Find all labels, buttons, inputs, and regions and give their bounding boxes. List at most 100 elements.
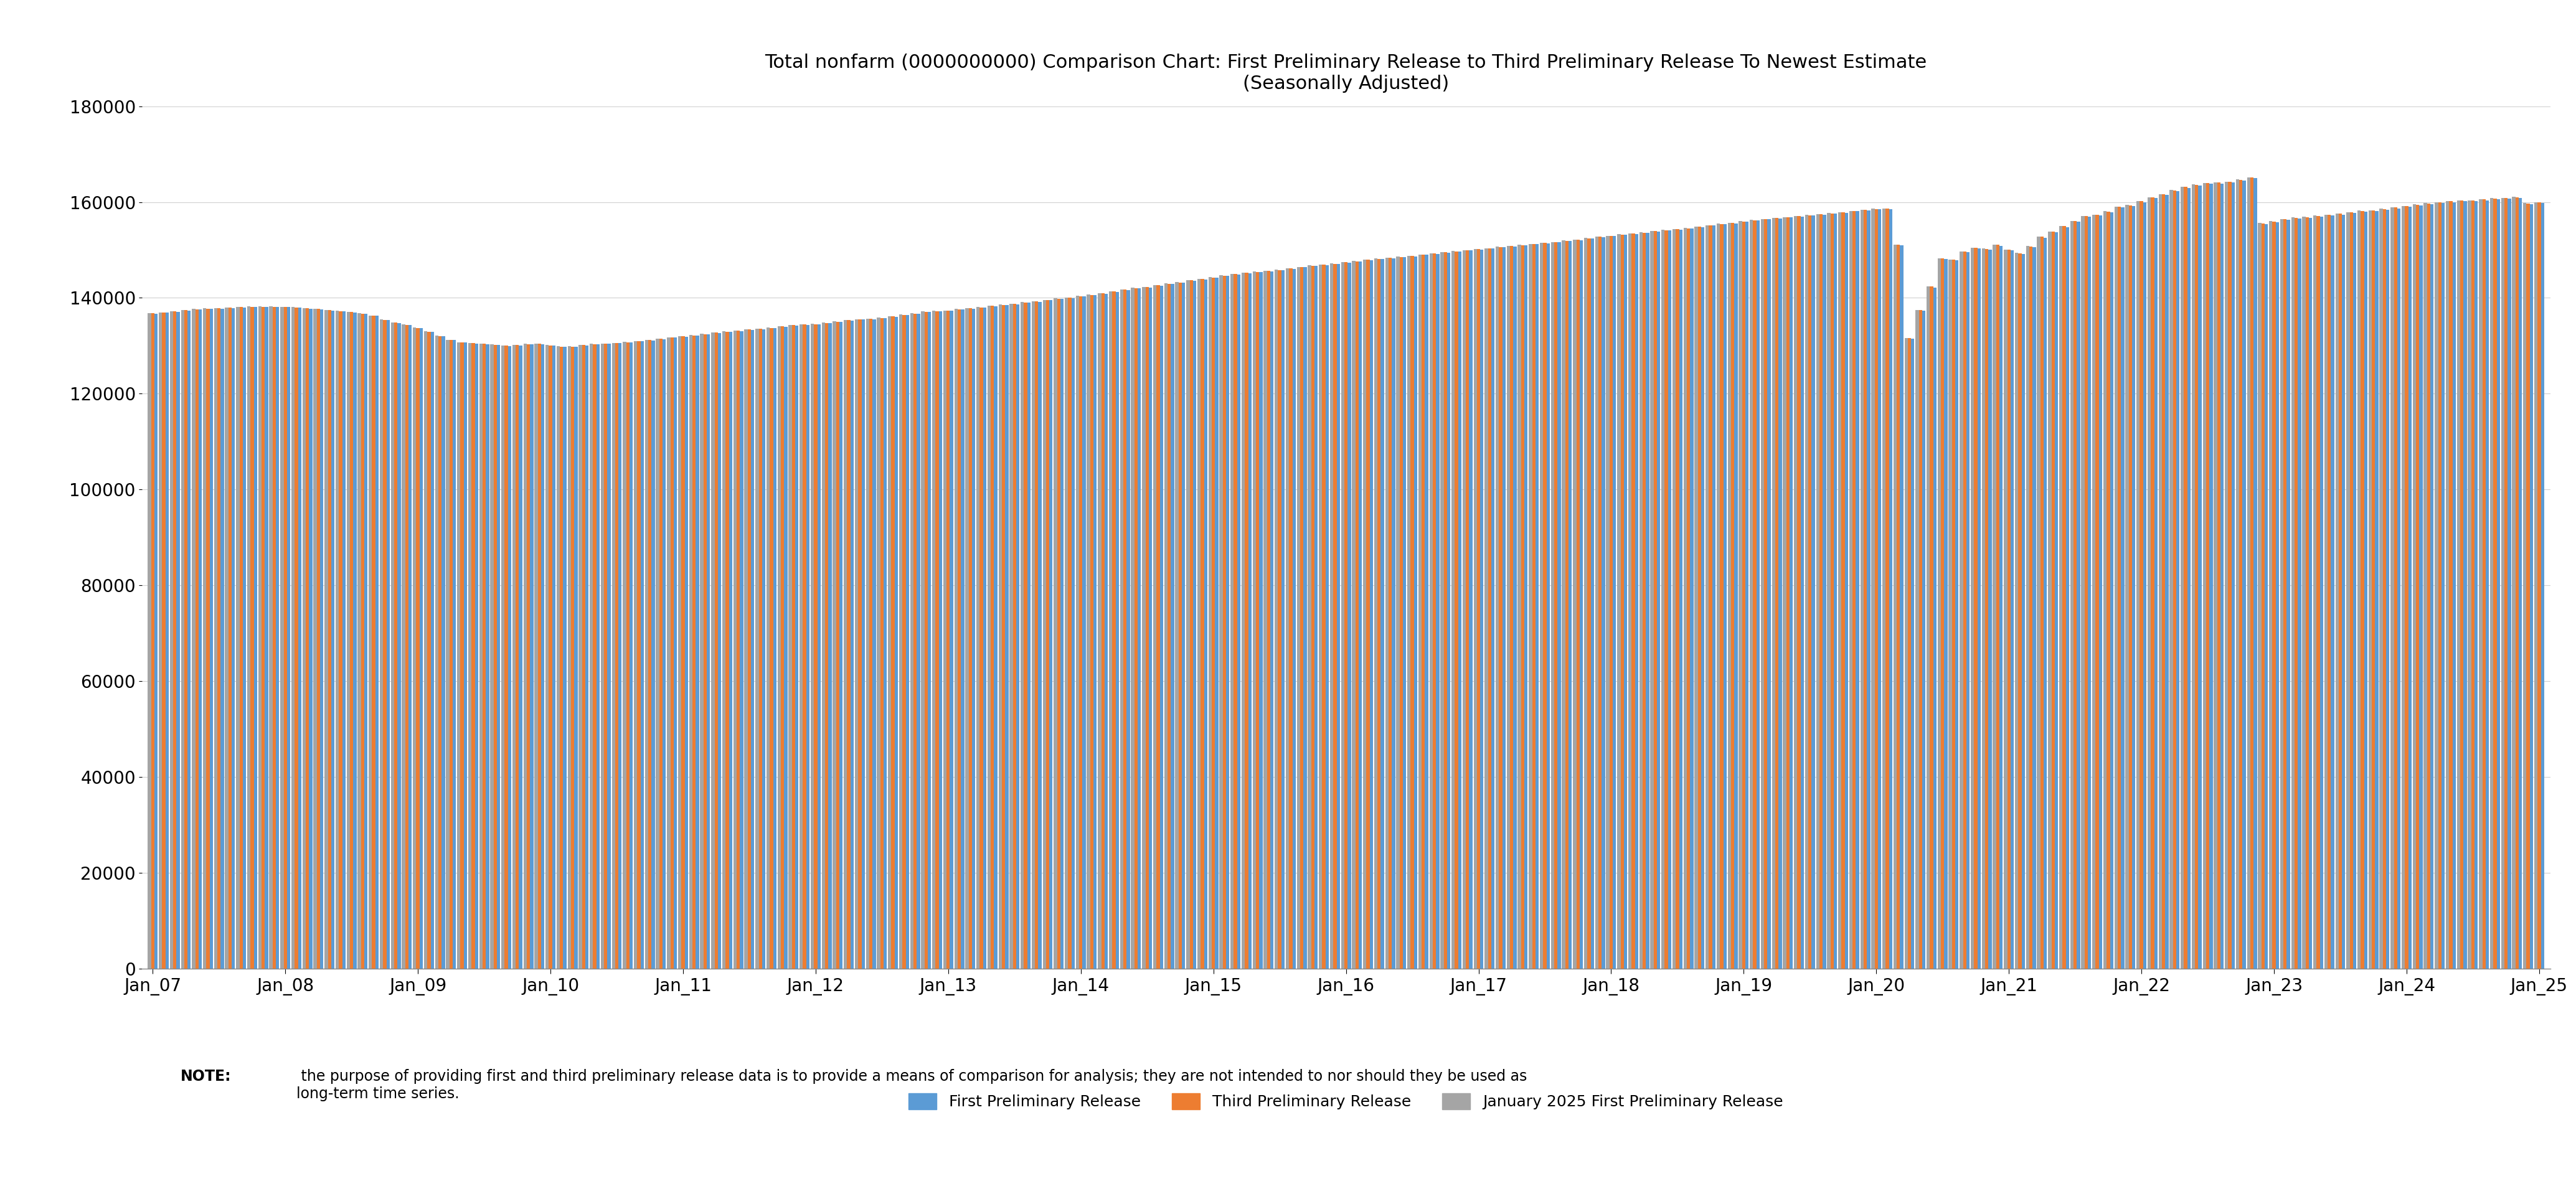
Bar: [1994, 244, 1996, 968]
Bar: [386, 320, 389, 968]
Bar: [2218, 183, 2221, 968]
Bar: [2197, 185, 2202, 968]
Bar: [711, 333, 714, 968]
Bar: [1010, 304, 1012, 968]
Bar: [2239, 180, 2244, 968]
Bar: [1561, 241, 1566, 968]
Bar: [1677, 229, 1680, 968]
Bar: [1252, 272, 1257, 968]
Bar: [2501, 197, 2504, 968]
Bar: [574, 347, 577, 968]
Bar: [829, 324, 832, 968]
Bar: [2372, 210, 2375, 968]
Bar: [1352, 261, 1355, 968]
Bar: [902, 315, 907, 968]
Bar: [255, 307, 258, 968]
Bar: [2063, 227, 2066, 968]
Bar: [961, 309, 963, 968]
Bar: [662, 339, 667, 968]
Bar: [1579, 240, 1582, 968]
Bar: [392, 322, 394, 968]
Bar: [685, 337, 688, 968]
Bar: [1878, 209, 1880, 968]
Bar: [1285, 268, 1288, 968]
Bar: [1628, 234, 1631, 968]
Bar: [2244, 181, 2246, 968]
Bar: [1280, 270, 1285, 968]
Bar: [987, 306, 992, 968]
Bar: [1757, 221, 1759, 968]
Bar: [1296, 267, 1301, 968]
Bar: [2136, 201, 2141, 968]
Bar: [1293, 269, 1296, 968]
Bar: [420, 328, 422, 968]
Bar: [2097, 215, 2099, 968]
Bar: [1811, 216, 1816, 968]
Bar: [1154, 285, 1157, 968]
Bar: [1631, 234, 1636, 968]
Bar: [1834, 214, 1837, 968]
Bar: [585, 345, 587, 968]
Bar: [541, 344, 544, 968]
Bar: [608, 344, 611, 968]
Bar: [2468, 200, 2470, 968]
Bar: [935, 311, 938, 968]
Bar: [1396, 256, 1399, 968]
Bar: [1824, 215, 1826, 968]
Bar: [1370, 260, 1373, 968]
Bar: [2161, 194, 2166, 968]
Bar: [2038, 236, 2040, 968]
Bar: [1973, 248, 1978, 968]
Bar: [2287, 220, 2290, 968]
Bar: [1321, 265, 1327, 968]
Bar: [487, 344, 489, 968]
Bar: [469, 342, 471, 968]
Bar: [1497, 247, 1499, 968]
Bar: [773, 328, 775, 968]
Bar: [2329, 215, 2331, 968]
Bar: [1965, 253, 1971, 968]
Bar: [1216, 278, 1218, 968]
Bar: [922, 312, 925, 968]
Bar: [1432, 254, 1435, 968]
Bar: [185, 311, 188, 968]
Bar: [1303, 267, 1306, 968]
Bar: [2478, 200, 2483, 968]
Bar: [1600, 237, 1602, 968]
Bar: [2486, 200, 2488, 968]
Bar: [629, 342, 634, 968]
Bar: [229, 308, 232, 968]
Bar: [2110, 213, 2112, 968]
Bar: [1414, 256, 1417, 968]
Bar: [2254, 178, 2257, 968]
Bar: [1700, 227, 1705, 968]
Bar: [1450, 252, 1455, 968]
Bar: [595, 345, 600, 968]
Bar: [2303, 217, 2306, 968]
Bar: [876, 318, 881, 968]
Bar: [1072, 298, 1074, 968]
Bar: [1061, 299, 1064, 968]
Bar: [1610, 236, 1613, 968]
Bar: [2383, 209, 2385, 968]
Bar: [556, 346, 559, 968]
Bar: [232, 308, 234, 968]
Bar: [332, 311, 335, 968]
Bar: [317, 309, 319, 968]
Bar: [1886, 209, 1888, 968]
Bar: [250, 307, 255, 968]
Bar: [160, 312, 162, 968]
Bar: [180, 309, 185, 968]
Bar: [1363, 260, 1365, 968]
Bar: [448, 340, 453, 968]
Bar: [817, 325, 822, 968]
Bar: [440, 337, 446, 968]
Bar: [204, 308, 206, 968]
Bar: [1618, 234, 1620, 968]
Bar: [2522, 203, 2527, 968]
Bar: [644, 340, 649, 968]
Bar: [762, 329, 765, 968]
Bar: [1087, 294, 1090, 968]
Bar: [701, 334, 703, 968]
Bar: [1079, 296, 1082, 968]
